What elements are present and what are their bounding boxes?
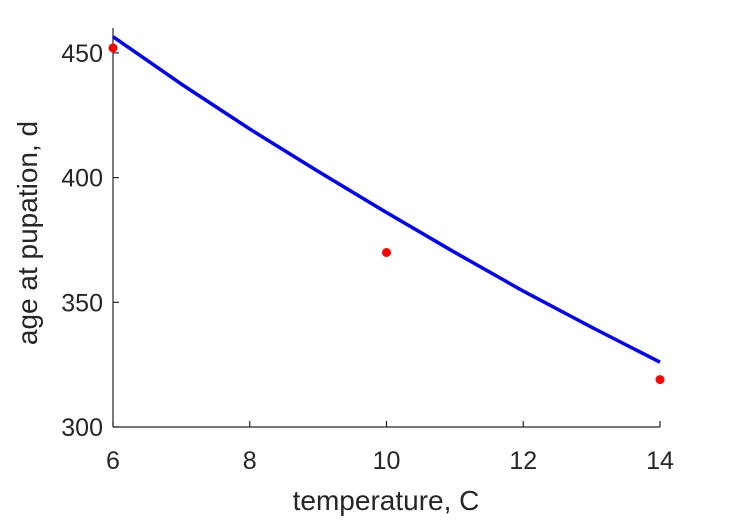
y-tick-label: 350 (61, 289, 103, 317)
x-tick-label: 8 (243, 447, 257, 475)
x-tick-label: 10 (373, 447, 401, 475)
x-axis-label: temperature, C (293, 485, 480, 516)
data-point (382, 247, 391, 257)
axes (112, 28, 660, 428)
y-axis-label: age at pupation, d (12, 121, 43, 345)
x-tick-label: 14 (646, 447, 674, 475)
x-ticks: 6 8 10 12 14 (106, 421, 674, 475)
y-tick-label: 450 (61, 40, 103, 68)
x-tick-label: 12 (509, 447, 537, 475)
data-point (655, 375, 665, 385)
y-tick-label: 400 (61, 165, 103, 193)
plot-area (108, 35, 665, 385)
y-tick-label: 300 (61, 414, 103, 442)
data-point (108, 43, 118, 53)
series-line (112, 35, 661, 364)
x-tick-label: 6 (106, 447, 120, 475)
y-ticks: 300 350 400 450 (61, 40, 119, 442)
